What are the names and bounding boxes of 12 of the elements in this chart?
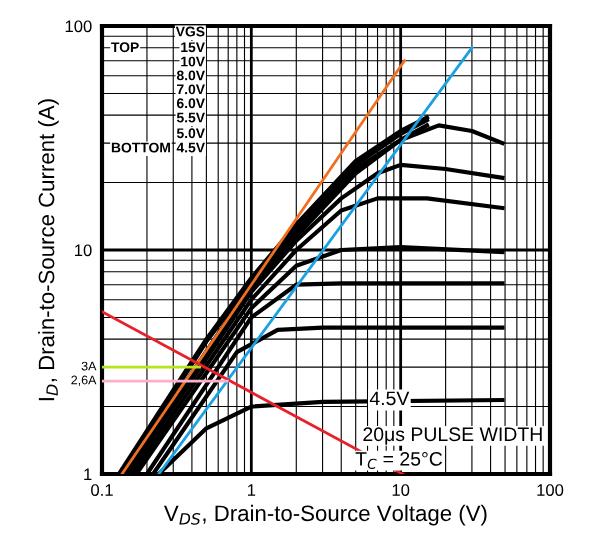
x-axis-title: V$_{DS}$, Drain-to-Source Voltage (V) xyxy=(163,504,487,526)
y-tick-label: 100 xyxy=(65,20,92,33)
x-tick-label: 0.1 xyxy=(91,484,113,496)
series-label: 4.5V xyxy=(369,391,410,406)
annotation: T$_{C}$ = 25°C xyxy=(355,451,443,469)
y-axis-title: I$_{D}$, Drain-to-Source Current (A) xyxy=(38,99,59,401)
x-tick-label: 100 xyxy=(537,484,564,496)
y-tick-label: 10 xyxy=(75,244,92,257)
annotation: 20μs PULSE WIDTH xyxy=(363,427,542,445)
x-tick-label: 10 xyxy=(392,484,410,496)
y-tick-label: 1 xyxy=(84,468,92,481)
x-tick-label: 1 xyxy=(247,484,256,496)
